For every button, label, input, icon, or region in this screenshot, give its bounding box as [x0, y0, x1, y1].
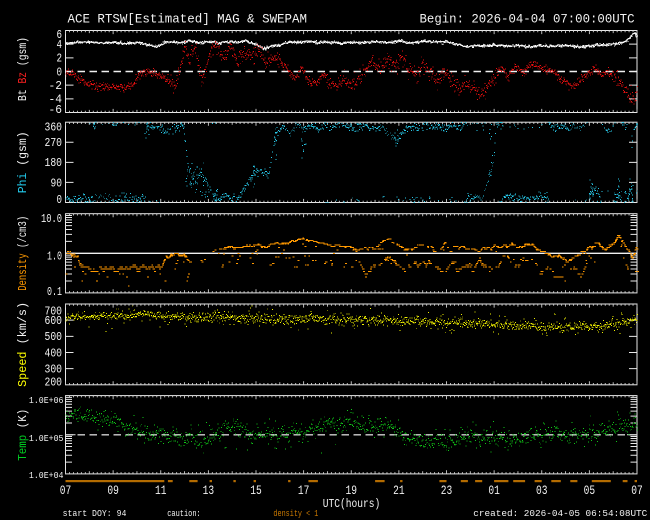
svg-text:UTC(hours): UTC(hours) [323, 497, 381, 511]
svg-text:0: 0 [57, 193, 63, 207]
svg-text:start DOY: 94: start DOY: 94 [63, 508, 127, 519]
svg-text:600: 600 [45, 314, 63, 328]
svg-text:6: 6 [57, 28, 63, 42]
svg-text:19: 19 [346, 483, 358, 498]
svg-text:360: 360 [45, 120, 63, 134]
svg-text:500: 500 [45, 330, 63, 344]
svg-text:09: 09 [107, 483, 119, 498]
svg-text:700: 700 [45, 305, 63, 319]
svg-text:0.1: 0.1 [47, 285, 62, 299]
svg-text:11: 11 [155, 483, 167, 498]
svg-text:07: 07 [60, 483, 72, 498]
svg-text:07: 07 [631, 483, 643, 498]
svg-text:density < 1: density < 1 [273, 508, 318, 519]
svg-text:caution:: caution: [167, 508, 201, 519]
svg-text:Bt Bz (gsm): Bt Bz (gsm) [17, 37, 30, 101]
svg-text:1.0E+06: 1.0E+06 [29, 395, 64, 406]
svg-text:10.0: 10.0 [41, 212, 62, 226]
svg-text:13: 13 [203, 483, 215, 498]
svg-text:23: 23 [441, 483, 453, 498]
svg-text:-2: -2 [49, 79, 63, 93]
svg-text:ACE RTSW[Estimated] MAG & SWEP: ACE RTSW[Estimated] MAG & SWEPAM [68, 13, 308, 27]
svg-text:Speed (km/s): Speed (km/s) [17, 302, 30, 387]
svg-text:03: 03 [536, 483, 548, 498]
svg-text:01: 01 [488, 483, 500, 498]
svg-text:400: 400 [45, 346, 63, 360]
svg-text:21: 21 [393, 483, 405, 498]
svg-text:15: 15 [250, 483, 262, 498]
svg-text:1.0: 1.0 [47, 249, 62, 263]
svg-text:0: 0 [57, 65, 63, 79]
svg-text:300: 300 [45, 363, 63, 377]
svg-text:05: 05 [584, 483, 596, 498]
svg-text:-6: -6 [49, 103, 63, 117]
svg-text:-4: -4 [49, 93, 63, 107]
svg-text:Temp (K): Temp (K) [17, 409, 30, 461]
svg-text:2: 2 [57, 52, 63, 66]
svg-text:90: 90 [51, 176, 63, 190]
svg-text:180: 180 [45, 156, 63, 170]
svg-text:270: 270 [45, 136, 63, 150]
svg-text:Density (/cm3): Density (/cm3) [17, 216, 30, 291]
svg-text:1.0E+05: 1.0E+05 [29, 433, 64, 444]
svg-text:200: 200 [45, 375, 63, 389]
svg-text:Phi (gsm): Phi (gsm) [17, 131, 30, 193]
svg-text:Begin: 2026-04-04 07:00:00UTC: Begin: 2026-04-04 07:00:00UTC [420, 13, 635, 27]
svg-text:17: 17 [298, 483, 310, 498]
svg-text:1.0E+04: 1.0E+04 [29, 470, 64, 481]
svg-text:4: 4 [57, 38, 63, 52]
svg-text:created: 2026-04-05 06:54:08UT: created: 2026-04-05 06:54:08UTC [473, 508, 647, 519]
